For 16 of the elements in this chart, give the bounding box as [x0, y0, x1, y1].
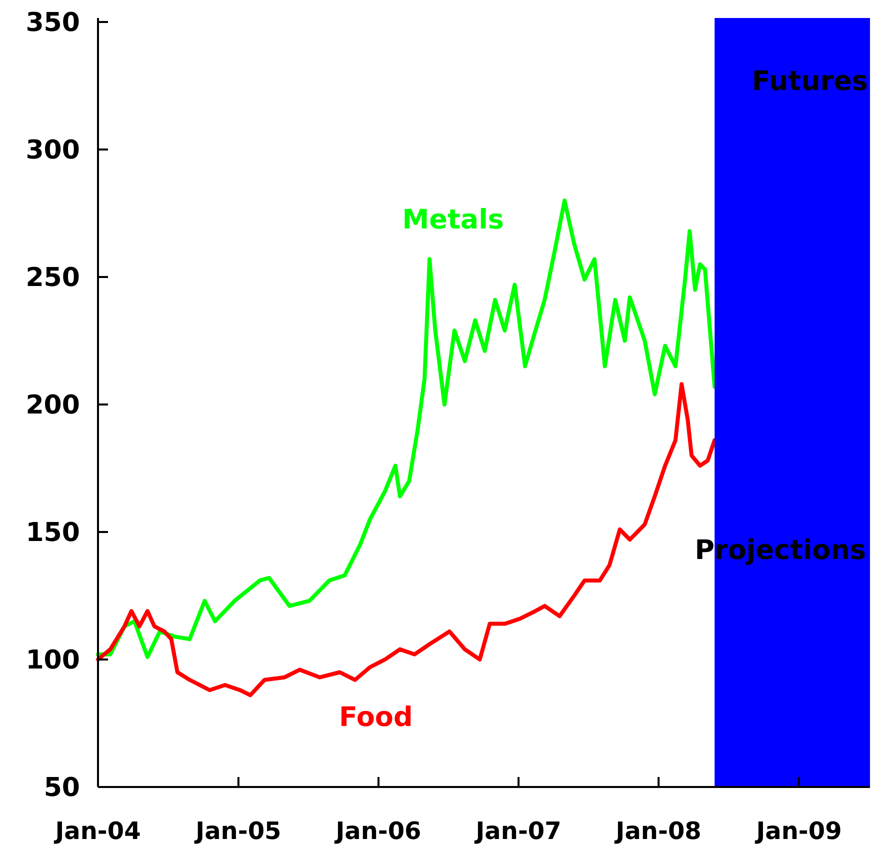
y-tick-label: 100: [26, 646, 80, 676]
series-label: Food: [339, 702, 413, 733]
y-tick-label: 300: [26, 136, 80, 166]
y-tick-label: 200: [26, 390, 80, 421]
x-tick-label: Jan-06: [334, 817, 422, 845]
x-tick-label: Jan-07: [474, 817, 562, 845]
y-tick-label: 250: [26, 263, 80, 294]
band-label: Futures: [752, 66, 868, 97]
x-tick-label: Jan-05: [194, 817, 282, 845]
x-tick-label: Jan-09: [754, 817, 842, 845]
x-tick-label: Jan-04: [53, 817, 141, 845]
y-tick-label: 350: [26, 8, 80, 38]
series-label: Metals: [402, 204, 504, 236]
y-tick-label: 50: [44, 773, 80, 804]
y-tick-label: 150: [26, 518, 80, 548]
x-tick-label: Jan-08: [614, 817, 702, 845]
